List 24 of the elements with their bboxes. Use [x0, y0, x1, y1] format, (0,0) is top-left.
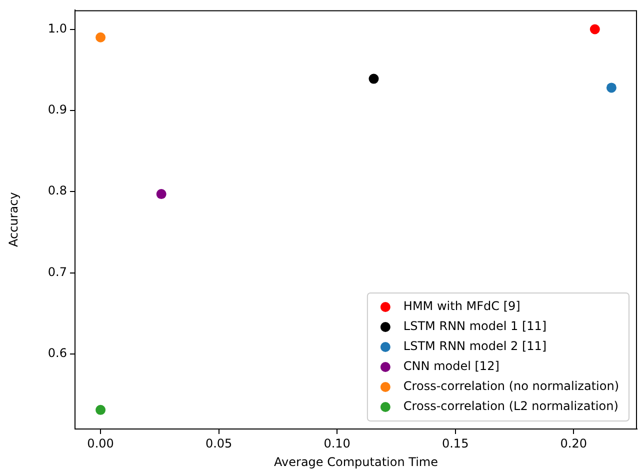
y-tick-label: 1.0: [48, 21, 67, 36]
legend-label: Cross-correlation (no normalization): [403, 379, 620, 394]
x-tick-label: 0.05: [205, 436, 232, 450]
legend-label: LSTM RNN model 1 [11]: [403, 319, 547, 334]
x-axis-title: Average Computation Time: [274, 454, 438, 469]
legend-label: Cross-correlation (L2 normalization): [403, 399, 618, 414]
point: [368, 74, 379, 84]
y-tick-label: 0.8: [48, 184, 67, 198]
point: [606, 82, 616, 93]
x-tick-label: 0.10: [324, 436, 350, 450]
point: [96, 404, 106, 415]
y-tick-label: 0.9: [48, 102, 67, 117]
legend-label: CNN model [12]: [403, 359, 500, 374]
point: [96, 32, 106, 42]
point: [590, 24, 600, 34]
y-tick-label: 0.6: [48, 346, 67, 360]
x-tick-label: 0.00: [87, 436, 114, 450]
point: [156, 189, 166, 200]
legend-label: LSTM RNN model 2 [11]: [403, 339, 547, 354]
legend-label: HMM with MFdC [9]: [403, 299, 520, 314]
x-tick-label: 0.15: [442, 436, 469, 450]
y-axis-title: Accuracy: [6, 192, 20, 247]
x-tick-label: 0.20: [560, 436, 587, 450]
y-tick-label: 0.7: [48, 264, 67, 279]
